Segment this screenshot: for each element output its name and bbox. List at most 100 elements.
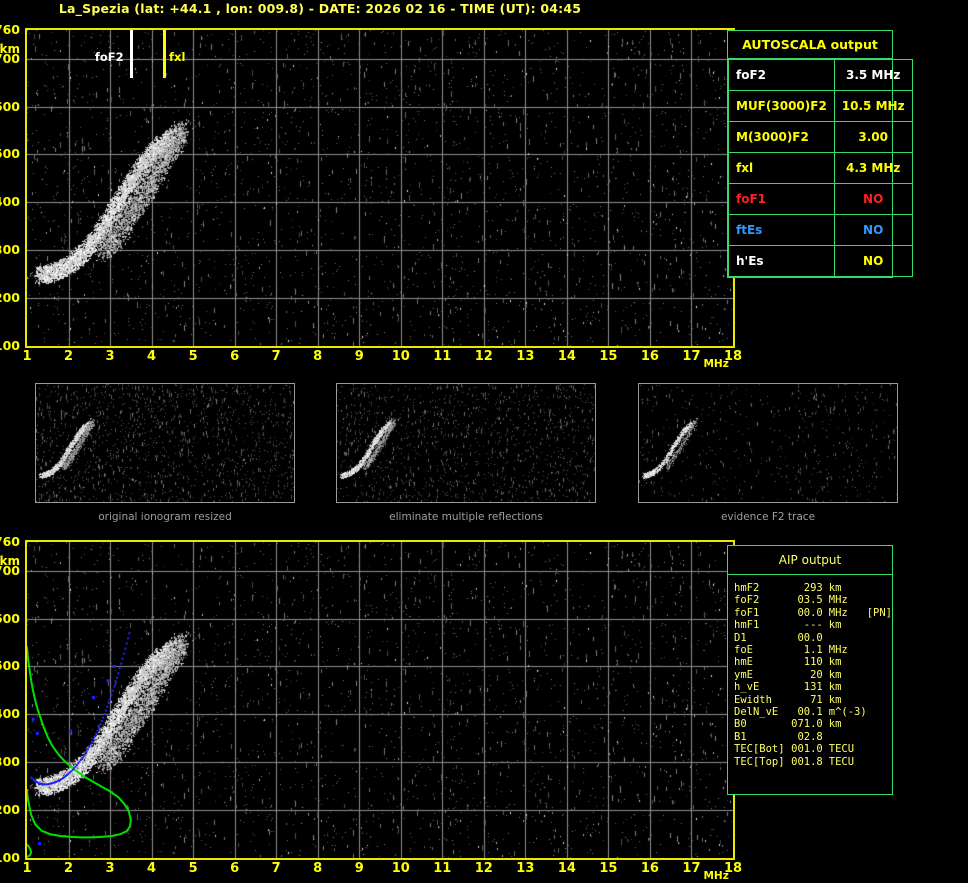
trace-point — [114, 681, 117, 684]
trace-point — [78, 760, 81, 763]
aip-extra — [867, 644, 892, 656]
autoscala-key: M(3000)F2 — [728, 121, 835, 153]
aip-unit: km — [828, 656, 842, 669]
aip-row: hmE 110 km — [734, 656, 892, 668]
aip-extra — [867, 756, 892, 768]
trace-point — [116, 676, 118, 679]
aip-unit: km — [828, 681, 842, 694]
trace-point — [118, 667, 121, 670]
aip-unit: km — [828, 668, 842, 681]
y-tick-label: 600 — [0, 610, 20, 626]
aip-value: 071.0 — [791, 718, 823, 731]
thumb-original[interactable] — [35, 383, 295, 503]
x-tick-label: 8 — [313, 861, 323, 876]
aip-row: ymE 20 km — [734, 669, 892, 681]
aip-key: hmF2 — [734, 582, 760, 594]
trace-point — [35, 781, 38, 783]
trace-point — [122, 652, 125, 655]
trace-point — [67, 772, 70, 775]
y-tick-label: 500 — [0, 658, 20, 674]
trace-point — [109, 698, 112, 700]
trace-point — [77, 762, 80, 765]
autoscala-value: NO — [833, 245, 913, 277]
x-tick-label: 16 — [640, 861, 659, 876]
aip-key: foF1 — [734, 606, 760, 619]
autoscala-row: MUF(3000)F2 10.5 MHz — [728, 90, 913, 122]
trace-point — [85, 750, 88, 753]
trace-point — [62, 777, 64, 779]
autoscala-value: 3.00 — [833, 121, 913, 153]
marker-label-fxl: fxl — [169, 50, 186, 64]
trace-point — [110, 693, 113, 696]
profile-curve — [27, 647, 132, 839]
trace-point-outlier — [91, 696, 95, 700]
x-tick-label: 6 — [230, 349, 240, 364]
y-tick-label: 500 — [0, 146, 20, 162]
x-tick-label: 11 — [433, 861, 452, 876]
aip-value: 1.1 — [803, 644, 823, 657]
aip-value: 71 — [810, 693, 823, 706]
thumb-eliminate[interactable] — [336, 383, 596, 503]
aip-unit: km — [828, 693, 842, 706]
trace-point — [117, 672, 120, 675]
trace-point — [128, 632, 131, 635]
trace-point — [86, 748, 89, 751]
autoscala-value: 10.5 MHz — [833, 90, 913, 122]
x-tick-label: 1 — [22, 349, 32, 364]
thumb-eliminate-canvas — [337, 384, 595, 502]
trace-point — [106, 705, 109, 708]
aip-unit: TECU — [828, 743, 855, 756]
x-tick-label: 5 — [188, 349, 198, 364]
autoscala-output-panel: AUTOSCALA output foF2 3.5 MHz MUF(3000)F2 1… — [727, 30, 913, 278]
aip-row: B0 071.0 km — [734, 718, 892, 730]
x-tick-label: 5 — [188, 861, 198, 876]
trace-point — [55, 780, 58, 783]
y-tick-label: 200 — [0, 802, 20, 818]
page-title: La_Spezia (lat: +44.1 , lon: 009.8) - DA… — [58, 1, 582, 16]
aip-title: AIP output — [728, 546, 892, 575]
aip-row: Ewidth 71 km — [734, 694, 892, 706]
top-ionogram-panel: foF2 fxl 760700600500400300200100km 1234… — [0, 0, 968, 370]
x-tick-label: 10 — [391, 861, 410, 876]
aip-row: foE 1.1 MHz — [734, 644, 892, 656]
trace-point — [107, 701, 110, 704]
trace-point — [64, 775, 67, 777]
top-ionogram-plot-area[interactable] — [25, 28, 735, 348]
trace-point — [113, 685, 116, 688]
trace-point — [121, 657, 124, 660]
y-tick-label: 700 — [0, 562, 20, 578]
autoscala-row: fxl 4.3 MHz — [728, 152, 913, 184]
x-axis-unit: MHz — [703, 870, 729, 882]
x-tick-label: 8 — [313, 349, 323, 364]
thumb-f2[interactable] — [638, 383, 898, 503]
aip-unit: km — [828, 619, 842, 632]
trace-point — [102, 716, 105, 719]
x-tick-label: 15 — [599, 861, 618, 876]
aip-key: foE — [734, 644, 753, 657]
aip-value: 131 — [803, 681, 823, 694]
profile-curve — [27, 843, 33, 858]
aip-value: 20 — [810, 668, 823, 681]
aip-row: D1 00.0 — [734, 632, 892, 644]
y-tick-label: 100 — [0, 338, 20, 353]
x-tick-label: 4 — [147, 861, 157, 876]
aip-extra — [867, 582, 892, 594]
y-tick-label: 700 — [0, 50, 20, 66]
trace-point-outlier — [112, 665, 116, 668]
trace-point — [39, 782, 42, 785]
trace-point — [59, 779, 62, 781]
aip-unit — [829, 731, 867, 743]
autoscala-value: NO — [833, 183, 913, 215]
trace-point-outlier — [69, 729, 73, 733]
aip-key: TEC[Bot] — [734, 743, 785, 756]
aip-key: foF2 — [734, 594, 760, 607]
trace-point-outlier — [106, 679, 110, 683]
trace-point-outlier — [38, 842, 41, 846]
marker-label-fof2: foF2 — [94, 50, 124, 64]
aip-extra — [867, 694, 892, 706]
bottom-ionogram-plot-area[interactable] — [25, 540, 735, 860]
trace-point — [56, 780, 59, 783]
aip-unit: km — [828, 718, 842, 731]
x-tick-label: 3 — [105, 861, 115, 876]
thumb-original-caption: original ionogram resized — [98, 511, 232, 523]
